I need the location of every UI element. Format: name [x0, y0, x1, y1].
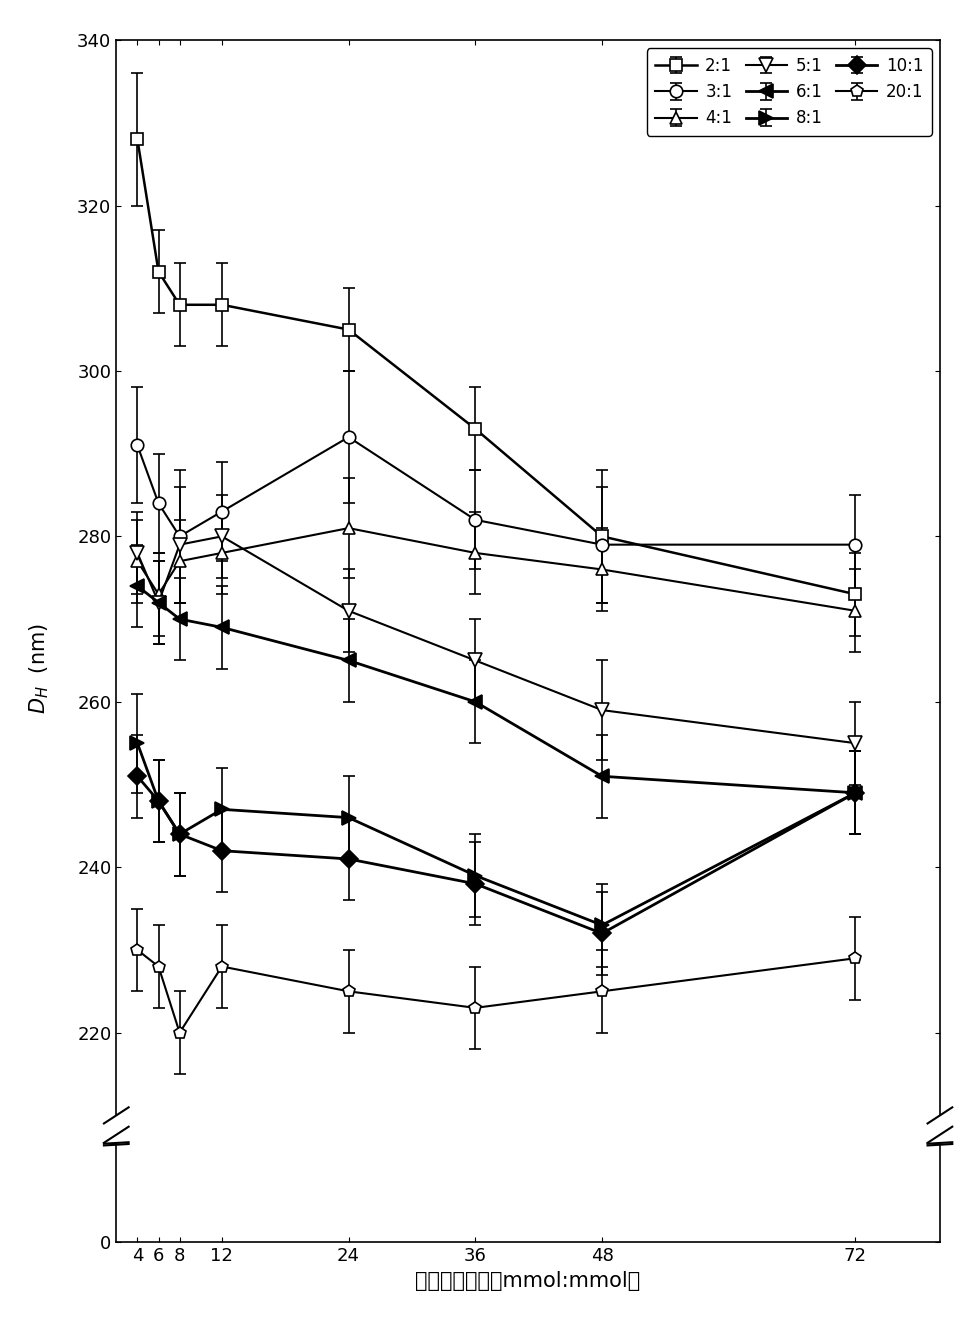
X-axis label: 反应物酓配比（mmol:mmol）: 反应物酓配比（mmol:mmol）: [416, 1271, 641, 1291]
Text: $D_H$  (nm): $D_H$ (nm): [27, 623, 50, 713]
Legend: 2:1, 3:1, 4:1, 5:1, 6:1, 8:1, 10:1, 20:1: 2:1, 3:1, 4:1, 5:1, 6:1, 8:1, 10:1, 20:1: [647, 48, 931, 136]
